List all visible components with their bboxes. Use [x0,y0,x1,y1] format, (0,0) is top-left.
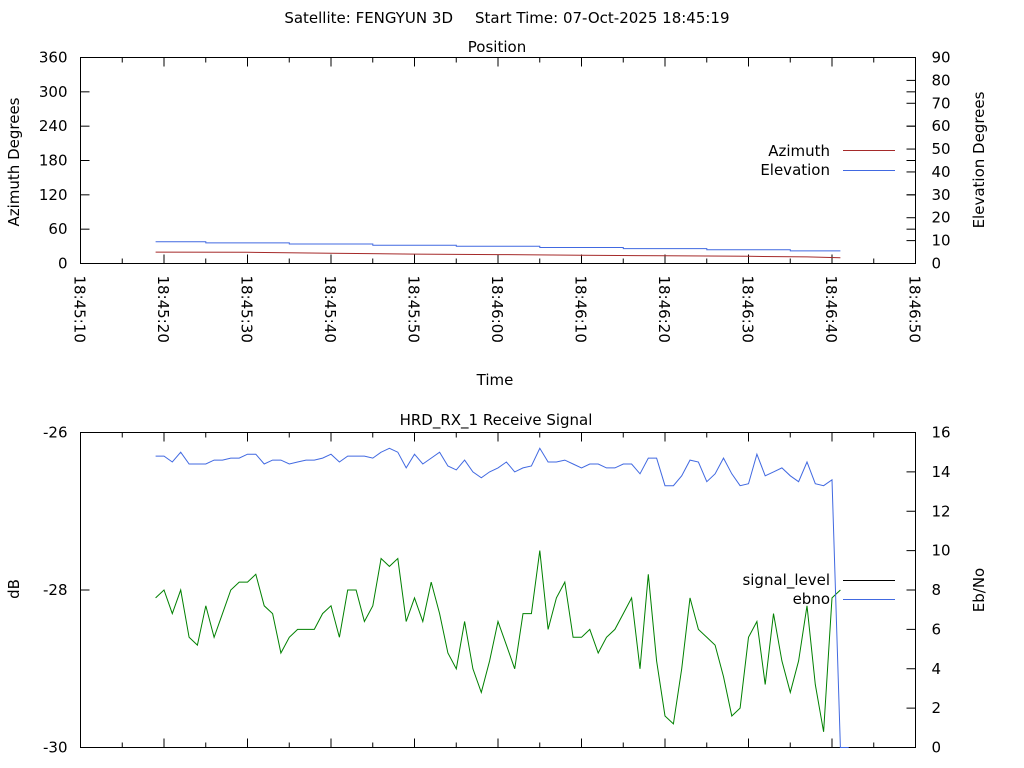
x-tick-label: 18:45:10 [71,276,89,343]
y2-tick-label: 30 [932,186,951,204]
y2-tick-label: 16 [932,424,951,442]
position-series [155,241,841,259]
legend-elevation-label: Elevation [760,161,830,179]
y2-tick-label: 8 [932,581,942,599]
y-tick-label: 60 [48,220,67,238]
x-tick-label: 18:46:30 [739,276,757,343]
x-tick-label: 18:45:30 [238,276,256,343]
y2-tick-label: 10 [932,232,951,250]
y-tick-label: 0 [58,255,68,273]
y2-tick-label: 2 [932,699,942,717]
x-tick-label: 18:46:20 [655,276,673,343]
position-y2label: Elevation Degrees [970,91,988,228]
signal-legend: signal_level ebno [742,571,895,608]
x-tick-label: 18:45:50 [405,276,423,343]
y2-tick-label: 14 [932,463,951,481]
signal-y2label: Eb/No [970,568,988,612]
y-tick-label: 120 [39,186,68,204]
y2-tick-label: 40 [932,163,951,181]
x-tick-label: 18:45:20 [154,276,172,343]
signal-chart: HRD_RX_1 Receive Signal -30 -28 -26 0 2 4 6 8 10… [5,411,988,757]
y-tick-label: 180 [39,152,68,170]
y-tick-label: -30 [43,739,68,757]
y2-tick-label: 0 [932,255,942,273]
y2-tick-label: 6 [932,620,942,638]
series-line-signal-level [155,550,841,732]
series-line-azimuth [155,251,841,259]
y-tick-label: 300 [39,83,68,101]
x-tick-label: 18:45:40 [321,276,339,343]
signal-chart-title: HRD_RX_1 Receive Signal [400,411,593,430]
y2-tick-label: 60 [932,117,951,135]
y-tick-label: -26 [43,424,68,442]
y2-tick-label: 90 [932,49,951,67]
signal-ticks: -30 -28 -26 0 2 4 6 8 10 12 14 16 [43,424,951,757]
y-tick-label: -28 [43,581,68,599]
y2-tick-label: 0 [932,739,942,757]
legend-signal-level-label: signal_level [742,571,830,590]
y2-tick-label: 70 [932,94,951,112]
legend-azimuth-label: Azimuth [768,142,830,160]
series-line-ebno [155,447,849,748]
signal-plot-frame [80,432,916,748]
signal-ylabel: dB [5,579,23,599]
position-legend: Azimuth Elevation [760,142,895,179]
position-ylabel: Azimuth Degrees [5,97,23,226]
y2-tick-label: 12 [932,502,951,520]
y2-tick-label: 50 [932,140,951,158]
header-satellite: Satellite: FENGYUN 3D [284,9,453,27]
x-tick-label: 18:46:50 [906,276,924,343]
position-ticks: 0 60 120 180 240 300 360 0 10 20 30 40 50 60 70 80 90 18:… [39,49,951,343]
x-tick-label: 18:46:00 [488,276,506,343]
y2-tick-label: 4 [932,660,942,678]
y-tick-label: 360 [39,49,68,67]
position-chart-title: Position [468,38,526,56]
position-chart: Position 0 60 120 180 240 300 360 0 10 20 30 40 50 60… [5,38,988,389]
header-start-time: Start Time: 07-Oct-2025 18:45:19 [475,9,730,27]
x-tick-label: 18:46:40 [822,276,840,343]
y-tick-label: 240 [39,117,68,135]
series-line-elevation [155,241,841,252]
x-tick-label: 18:46:10 [572,276,590,343]
signal-series [155,447,849,748]
legend-ebno-label: ebno [793,590,830,608]
y2-tick-label: 10 [932,542,951,560]
y2-tick-label: 20 [932,209,951,227]
y2-tick-label: 80 [932,71,951,89]
position-xlabel: Time [476,371,514,389]
